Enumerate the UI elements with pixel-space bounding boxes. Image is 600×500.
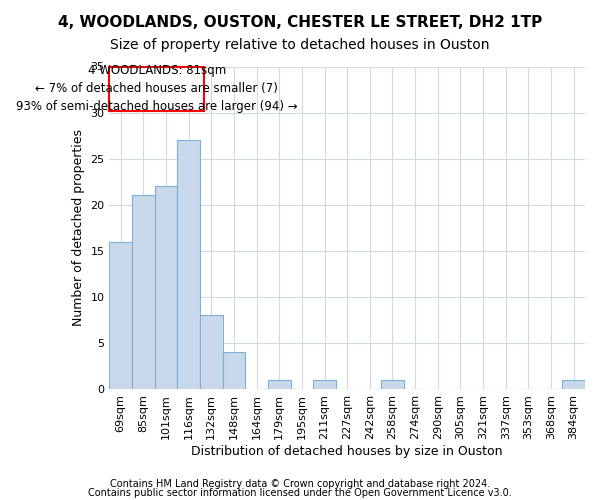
Text: Contains HM Land Registry data © Crown copyright and database right 2024.: Contains HM Land Registry data © Crown c… (110, 479, 490, 489)
Bar (155, 186, 177, 389)
Bar (381, 380, 404, 389)
Bar (268, 380, 290, 389)
Bar (177, 140, 200, 389)
Y-axis label: Number of detached properties: Number of detached properties (72, 129, 85, 326)
Text: Size of property relative to detached houses in Ouston: Size of property relative to detached ho… (110, 38, 490, 52)
Bar (223, 352, 245, 389)
Text: 4, WOODLANDS, OUSTON, CHESTER LE STREET, DH2 1TP: 4, WOODLANDS, OUSTON, CHESTER LE STREET,… (58, 15, 542, 30)
Bar (132, 196, 155, 389)
Bar (562, 380, 585, 389)
FancyBboxPatch shape (109, 66, 205, 110)
Bar (109, 242, 132, 389)
Bar (313, 380, 336, 389)
X-axis label: Distribution of detached houses by size in Ouston: Distribution of detached houses by size … (191, 444, 503, 458)
Text: 4 WOODLANDS: 81sqm
← 7% of detached houses are smaller (7)
93% of semi-detached : 4 WOODLANDS: 81sqm ← 7% of detached hous… (16, 64, 298, 113)
Text: Contains public sector information licensed under the Open Government Licence v3: Contains public sector information licen… (88, 488, 512, 498)
Bar (200, 316, 223, 389)
